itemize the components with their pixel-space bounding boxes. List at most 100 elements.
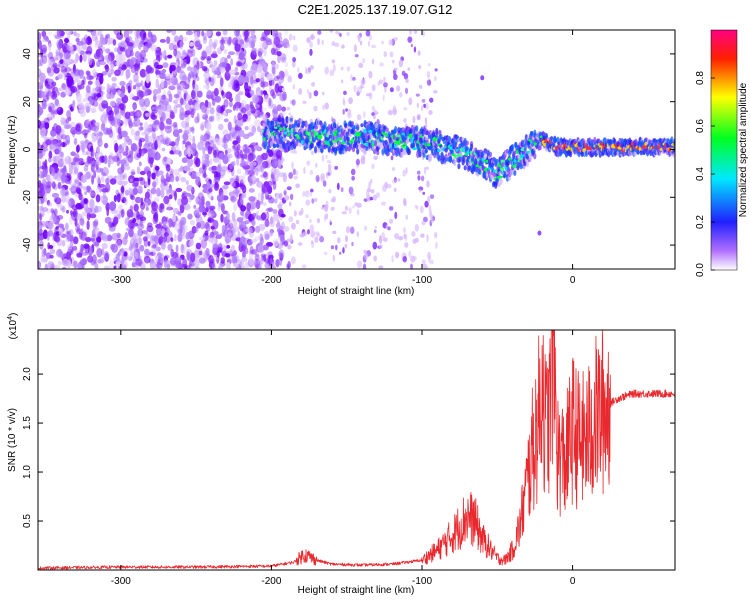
heatmap-cell bbox=[123, 196, 128, 206]
y-tick-label: 20 bbox=[22, 96, 33, 108]
heatmap-cell bbox=[373, 255, 378, 262]
heatmap-cell bbox=[447, 136, 452, 144]
heatmap-cell bbox=[305, 214, 309, 219]
heatmap-cell bbox=[233, 203, 237, 212]
heatmap-cell bbox=[416, 102, 419, 108]
heatmap-cell bbox=[271, 77, 275, 87]
heatmap-cell bbox=[79, 215, 85, 223]
heatmap-cell bbox=[223, 48, 228, 55]
heatmap-cell bbox=[227, 54, 231, 59]
heatmap-cell bbox=[267, 207, 274, 213]
heatmap-cell bbox=[149, 235, 155, 244]
heatmap-cell bbox=[356, 126, 360, 131]
heatmap-cell bbox=[308, 41, 313, 48]
heatmap-cell bbox=[103, 155, 108, 165]
heatmap-cell bbox=[135, 242, 139, 249]
heatmap-cell bbox=[53, 155, 61, 164]
heatmap-cell bbox=[367, 184, 371, 190]
heatmap-cell bbox=[248, 258, 256, 266]
heatmap-cell bbox=[127, 85, 131, 94]
heatmap-cell bbox=[123, 117, 129, 126]
heatmap-cell bbox=[206, 90, 213, 100]
heatmap-cell bbox=[263, 230, 270, 241]
heatmap-cell bbox=[163, 232, 169, 237]
heatmap-cell bbox=[68, 156, 71, 167]
heatmap-cell bbox=[173, 78, 179, 86]
heatmap-cell bbox=[259, 233, 264, 243]
heatmap-cell bbox=[284, 61, 289, 68]
heatmap-cell bbox=[241, 185, 247, 194]
heatmap-cell bbox=[356, 114, 362, 121]
heatmap-cell bbox=[394, 251, 400, 259]
heatmap-cell bbox=[92, 254, 97, 265]
heatmap-cell bbox=[153, 94, 157, 102]
heatmap-cell bbox=[107, 72, 112, 78]
heatmap-cell bbox=[322, 91, 325, 96]
heatmap-cell bbox=[533, 152, 537, 160]
heatmap-cell bbox=[216, 74, 222, 79]
heatmap-cell bbox=[283, 190, 287, 196]
heatmap-cell bbox=[329, 221, 332, 226]
heatmap-cell bbox=[430, 259, 434, 265]
heatmap-cell bbox=[394, 125, 398, 134]
heatmap-cell bbox=[399, 92, 403, 98]
heatmap-cell bbox=[284, 195, 290, 201]
heatmap-cell bbox=[286, 43, 291, 49]
heatmap-cell bbox=[51, 192, 60, 198]
heatmap-cell bbox=[147, 142, 154, 148]
heatmap-cell bbox=[67, 235, 71, 242]
heatmap-cell bbox=[353, 85, 357, 93]
heatmap-cell bbox=[313, 145, 318, 154]
heatmap-cell bbox=[233, 174, 240, 181]
heatmap-cell bbox=[371, 84, 376, 92]
heatmap-cell bbox=[156, 94, 162, 101]
heatmap-cell bbox=[325, 154, 328, 160]
heatmap-cell bbox=[381, 232, 385, 239]
heatmap-cell bbox=[273, 75, 280, 82]
heatmap-cell bbox=[424, 136, 428, 141]
heatmap-cell bbox=[104, 64, 109, 73]
heatmap-cell bbox=[152, 215, 159, 225]
heatmap-cell bbox=[102, 114, 108, 125]
heatmap-cell bbox=[235, 254, 240, 262]
heatmap-cell bbox=[182, 132, 189, 142]
heatmap-cell bbox=[136, 166, 141, 175]
heatmap-cell bbox=[169, 174, 175, 183]
heatmap-cell bbox=[127, 46, 131, 56]
y-tick-label: -40 bbox=[22, 237, 33, 252]
heatmap-cell bbox=[234, 43, 241, 52]
heatmap-cell bbox=[66, 209, 69, 214]
heatmap-cell bbox=[111, 76, 117, 82]
heatmap-cell bbox=[224, 149, 228, 156]
heatmap-cell bbox=[175, 187, 183, 193]
heatmap-cell bbox=[130, 65, 137, 74]
heatmap-cell bbox=[189, 127, 195, 132]
heatmap-cell bbox=[408, 250, 412, 258]
heatmap-cell bbox=[151, 172, 156, 180]
heatmap-cell bbox=[420, 233, 425, 238]
heatmap-cell bbox=[181, 145, 185, 150]
heatmap-cell bbox=[303, 166, 306, 175]
heatmap-cell bbox=[277, 203, 283, 210]
heatmap-cell bbox=[478, 169, 482, 175]
heatmap-cell bbox=[105, 177, 110, 185]
heatmap-cell bbox=[194, 150, 199, 159]
heatmap-cell bbox=[343, 90, 347, 96]
heatmap-cell bbox=[162, 94, 166, 100]
heatmap-cell bbox=[416, 113, 421, 121]
heatmap-cell bbox=[317, 38, 320, 46]
heatmap-cell bbox=[396, 85, 401, 92]
heatmap-cell bbox=[418, 64, 422, 70]
heatmap-cell bbox=[402, 255, 408, 263]
heatmap-cell bbox=[345, 226, 351, 234]
heatmap-cell bbox=[119, 81, 126, 87]
heatmap-cell bbox=[40, 44, 48, 55]
heatmap-cell bbox=[331, 41, 336, 47]
heatmap-cell bbox=[144, 128, 151, 136]
heatmap-cell bbox=[203, 71, 210, 79]
heatmap-cell bbox=[187, 196, 192, 203]
heatmap-cell bbox=[276, 51, 282, 57]
heatmap-cell bbox=[282, 91, 287, 101]
heatmap-cell bbox=[180, 63, 186, 69]
